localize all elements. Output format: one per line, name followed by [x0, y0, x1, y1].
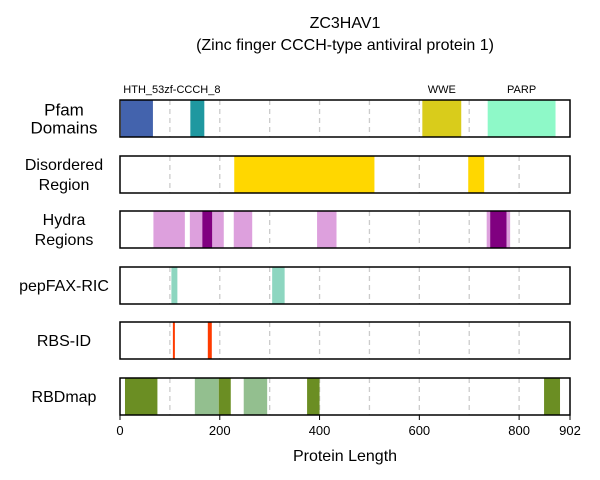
x-tick-label: 400 — [309, 423, 331, 438]
x-tick-label: 600 — [408, 423, 430, 438]
segment-bar — [243, 378, 268, 415]
segment-bar — [468, 156, 485, 193]
segment-bar — [506, 211, 511, 248]
domain-name-label: PARP — [507, 84, 536, 96]
segment-bar — [202, 211, 213, 248]
segment-bar — [317, 211, 337, 248]
segment-bar — [490, 211, 507, 248]
x-tick-label: 0 — [116, 423, 123, 438]
segment-bar — [422, 100, 462, 137]
track-2: Hydra Regions — [35, 210, 571, 249]
segment-bar — [172, 322, 175, 359]
x-tick-label: 200 — [209, 423, 231, 438]
track-label: Regions — [35, 232, 94, 249]
chart-subtitle: (Zinc finger CCCH-type antiviral protein… — [196, 37, 494, 54]
segment-bar — [218, 378, 231, 415]
domain-name-label: WWE — [428, 84, 456, 96]
track-frame — [119, 266, 571, 305]
segment-bar — [124, 378, 158, 415]
track-frame — [119, 99, 571, 138]
segment-bar — [189, 211, 203, 248]
segment-bar — [212, 211, 224, 248]
x-tick-label: 800 — [508, 423, 530, 438]
domain-name-label: HTH_53zf-CCCH_8 — [123, 84, 220, 96]
x-tick-label: 902 — [559, 423, 581, 438]
segment-bar — [272, 267, 285, 304]
segment-bar — [487, 100, 556, 137]
track-5: RBDmap — [32, 377, 571, 416]
segment-bar — [194, 378, 219, 415]
track-frame — [119, 155, 571, 194]
segment-bar — [234, 156, 375, 193]
track-label: pepFAX-RIC — [19, 278, 109, 295]
track-label: Region — [39, 177, 90, 194]
segment-bar — [307, 378, 320, 415]
segment-bar — [207, 322, 212, 359]
segment-bar — [544, 378, 561, 415]
segment-bar — [486, 211, 491, 248]
track-label: RBDmap — [32, 389, 97, 406]
x-axis: 0 200 400 600 800 902 — [116, 415, 581, 438]
track-3: pepFAX-RIC — [19, 266, 571, 305]
segment-bar — [190, 100, 205, 137]
segment-bar — [120, 100, 153, 137]
track-4: RBS-ID — [37, 321, 571, 360]
x-axis-label: Protein Length — [293, 448, 397, 465]
track-label: Domains — [30, 118, 97, 137]
track-frame — [119, 377, 571, 416]
track-frame — [119, 321, 571, 360]
track-label: RBS-ID — [37, 333, 91, 350]
segment-bar — [171, 267, 178, 304]
chart-title: ZC3HAV1 — [310, 15, 381, 32]
track-label: Hydra — [43, 212, 86, 229]
track-frame — [119, 210, 571, 249]
segment-bar — [233, 211, 253, 248]
track-label: Disordered — [25, 157, 103, 174]
segment-bar — [153, 211, 185, 248]
track-label: Pfam — [44, 100, 84, 119]
track-1: Disordered Region — [25, 155, 571, 194]
